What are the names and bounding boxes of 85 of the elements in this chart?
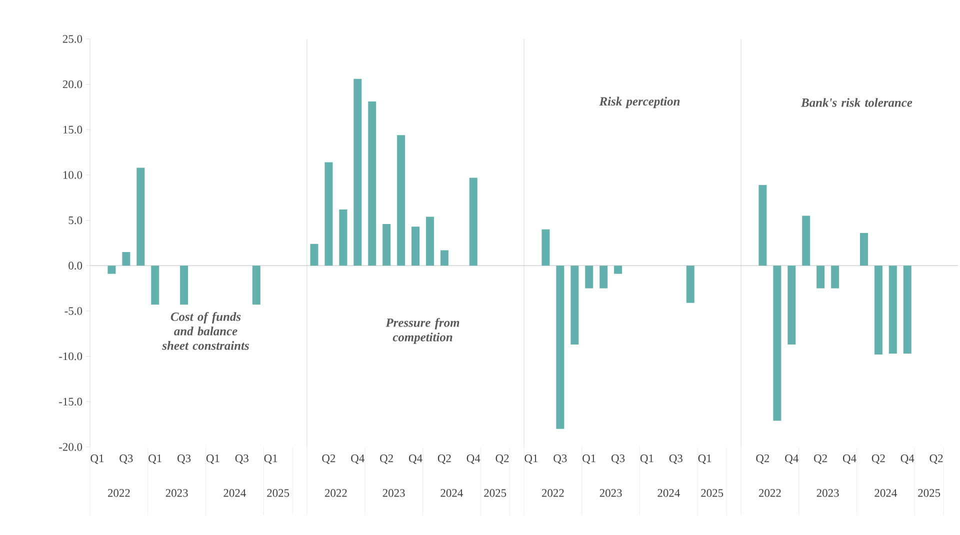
x-tick-label: Q1 bbox=[264, 454, 278, 464]
y-tick-label: -15.0 bbox=[59, 398, 82, 406]
x-tick-label: Q4 bbox=[351, 454, 364, 464]
text: 2024 bbox=[658, 489, 680, 497]
bar bbox=[874, 266, 882, 355]
annotation: Cost of funds and balance sheet constraints bbox=[162, 312, 249, 350]
x-tick-label: Q3 bbox=[178, 454, 191, 464]
x-tick-label: Q2 bbox=[756, 454, 770, 464]
x-tick-label: Q2 bbox=[930, 454, 943, 464]
text: 2024 bbox=[440, 489, 463, 497]
bar bbox=[903, 266, 912, 354]
bar bbox=[354, 78, 362, 266]
bar bbox=[758, 184, 767, 266]
y-tick-label: 0.0 bbox=[68, 262, 82, 270]
bar bbox=[440, 250, 448, 266]
text: 2022 bbox=[324, 489, 347, 497]
bar bbox=[397, 135, 406, 266]
bar bbox=[788, 266, 796, 345]
y-tick-label: -5.0 bbox=[64, 307, 82, 315]
x-tick-label: Q2 bbox=[814, 454, 827, 464]
annotation: Pressure from competition bbox=[386, 318, 460, 344]
bar bbox=[426, 216, 434, 266]
text: 2023 bbox=[166, 489, 188, 497]
bar bbox=[108, 266, 116, 274]
x-tick-label: Q1 bbox=[206, 454, 220, 464]
bar bbox=[136, 168, 145, 266]
text: 2024 bbox=[224, 489, 246, 497]
bar bbox=[180, 266, 188, 305]
x-tick-label: Q2 bbox=[872, 454, 885, 464]
y-tick-label: 20.0 bbox=[62, 80, 82, 88]
bar bbox=[773, 266, 782, 421]
x-tick-label: Q1 bbox=[90, 454, 104, 464]
bar bbox=[802, 216, 810, 266]
x-tick-label: Q1 bbox=[698, 454, 712, 464]
x-tick-label: Q3 bbox=[669, 454, 682, 464]
bar bbox=[816, 266, 825, 288]
text: 2022 bbox=[108, 489, 130, 497]
text: 2025 bbox=[701, 489, 724, 497]
x-tick-label: Q1 bbox=[640, 454, 654, 464]
x-tick-label: Q4 bbox=[408, 454, 422, 464]
x-tick-label: Q1 bbox=[148, 454, 162, 464]
x-tick-label: Q4 bbox=[785, 454, 798, 464]
text: 2025 bbox=[484, 489, 506, 497]
x-tick-label: Q4 bbox=[466, 454, 480, 464]
bar bbox=[151, 266, 160, 305]
x-tick-label: Q2 bbox=[322, 454, 336, 464]
y-tick-label: -20.0 bbox=[59, 443, 82, 451]
text: 2025 bbox=[267, 489, 290, 497]
bar bbox=[831, 266, 840, 288]
bar bbox=[888, 266, 897, 354]
x-tick-label: Q1 bbox=[524, 454, 538, 464]
text: 2025 bbox=[918, 489, 940, 497]
bar bbox=[368, 102, 376, 266]
x-tick-label: Q2 bbox=[380, 454, 393, 464]
bar bbox=[412, 226, 420, 266]
annotation: Bank's risk tolerance bbox=[800, 98, 912, 107]
y-tick-label: 25.0 bbox=[62, 35, 82, 43]
bar bbox=[252, 266, 260, 305]
annotation: Risk perception bbox=[599, 96, 680, 108]
x-tick-label: Q3 bbox=[612, 454, 625, 464]
text: 2023 bbox=[816, 489, 839, 497]
text: 2022 bbox=[542, 489, 564, 497]
y-tick-label: 15.0 bbox=[63, 126, 82, 134]
x-tick-label: Q2 bbox=[438, 454, 451, 464]
x-tick-label: Q4 bbox=[900, 454, 914, 464]
x-tick-label: Q3 bbox=[554, 454, 567, 464]
bar bbox=[860, 233, 868, 266]
y-tick-label: -10.0 bbox=[59, 352, 82, 360]
bar bbox=[469, 178, 478, 266]
y-tick-label: 5.0 bbox=[68, 216, 82, 224]
text: 2023 bbox=[600, 489, 622, 497]
x-tick-label: Q4 bbox=[842, 454, 856, 464]
bar bbox=[122, 252, 130, 266]
text: 2022 bbox=[758, 489, 781, 497]
y-tick-label: 10.0 bbox=[63, 171, 82, 179]
bar bbox=[382, 224, 391, 266]
bar bbox=[339, 209, 348, 266]
bar bbox=[310, 244, 318, 266]
x-tick-label: Q3 bbox=[120, 454, 133, 464]
bar bbox=[324, 162, 333, 266]
x-tick-label: Q2 bbox=[496, 454, 509, 464]
x-tick-label: Q1 bbox=[582, 454, 596, 464]
x-tick-label: Q3 bbox=[235, 454, 248, 464]
text: 2023 bbox=[382, 489, 405, 497]
text: 2024 bbox=[874, 489, 897, 497]
